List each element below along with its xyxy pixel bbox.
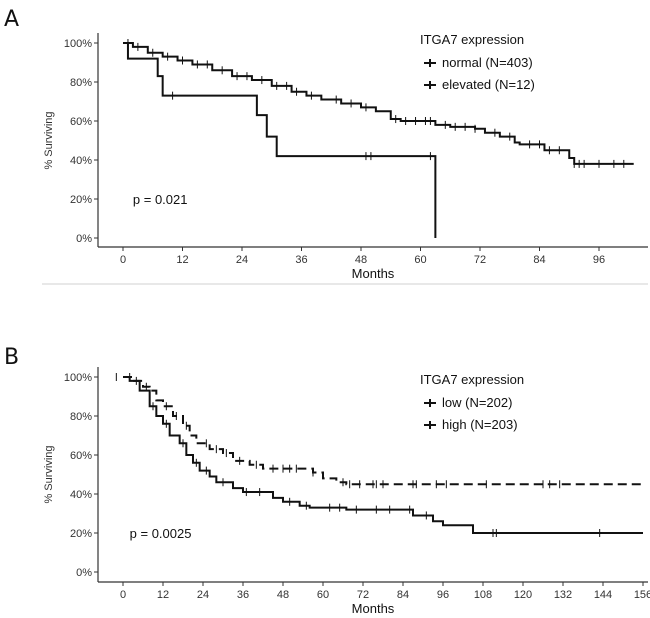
- legend-marker-1: [424, 81, 436, 89]
- x-tick-label: 96: [593, 254, 605, 266]
- legend-title: ITGA7 expression: [420, 372, 524, 387]
- p-value-annotation: p = 0.0025: [130, 526, 192, 541]
- p-value-annotation: p = 0.021: [133, 192, 188, 207]
- x-axis-title: Months: [352, 266, 395, 281]
- panel-label-b: B: [4, 345, 19, 370]
- survival-curve-1: [123, 42, 437, 238]
- x-tick-label: 156: [634, 589, 650, 601]
- y-tick-label: 0%: [76, 567, 92, 579]
- x-tick-label: 12: [157, 589, 169, 601]
- y-tick-label: 60%: [70, 116, 92, 128]
- y-tick-label: 100%: [64, 38, 92, 50]
- y-tick-label: 40%: [70, 489, 92, 501]
- x-tick-label: 36: [237, 589, 249, 601]
- legend-item-1: elevated (N=12): [442, 77, 535, 92]
- x-tick-label: 60: [317, 589, 329, 601]
- x-tick-label: 48: [355, 254, 367, 266]
- x-tick-label: 84: [397, 589, 409, 601]
- y-tick-label: 100%: [64, 372, 92, 384]
- y-tick-label: 20%: [70, 194, 92, 206]
- x-tick-label: 36: [295, 254, 307, 266]
- survival-curve-0: [123, 376, 643, 486]
- x-tick-label: 72: [357, 589, 369, 601]
- legend-marker-0: [424, 399, 436, 407]
- legend-item-0: low (N=202): [442, 395, 512, 410]
- x-tick-label: 0: [120, 254, 126, 266]
- y-axis-title: % Surviving: [43, 445, 55, 503]
- panel-b-chart: 0% 20% 40% 60% 80% 100% 0 12 24 36 48 60 72 84 96 108 12…: [43, 367, 650, 616]
- legend-item-0: normal (N=403): [442, 55, 533, 70]
- legend-marker-0: [424, 59, 436, 67]
- legend-item-1: high (N=203): [442, 417, 518, 432]
- x-tick-label: 144: [594, 589, 612, 601]
- panel-label-a: A: [4, 7, 19, 32]
- legend-title: ITGA7 expression: [420, 32, 524, 47]
- x-tick-label: 84: [533, 254, 545, 266]
- y-tick-label: 80%: [70, 411, 92, 423]
- y-tick-label: 40%: [70, 155, 92, 167]
- x-tick-label: 108: [474, 589, 492, 601]
- y-axis-title: % Surviving: [43, 111, 55, 169]
- x-tick-label: 0: [120, 589, 126, 601]
- y-tick-label: 60%: [70, 450, 92, 462]
- x-tick-label: 60: [414, 254, 426, 266]
- x-tick-label: 12: [176, 254, 188, 266]
- survival-curve-1: [123, 376, 643, 534]
- y-tick-label: 0%: [76, 233, 92, 245]
- panel-a-chart: 0% 20% 40% 60% 80% 100% 0 12 24 36 48 60 72 84 96 Month…: [43, 32, 648, 281]
- x-tick-label: 72: [474, 254, 486, 266]
- legend-marker-1: [424, 421, 436, 429]
- x-tick-label: 48: [277, 589, 289, 601]
- x-tick-label: 24: [236, 254, 248, 266]
- y-tick-label: 80%: [70, 77, 92, 89]
- x-axis-title: Months: [352, 601, 395, 616]
- x-tick-label: 24: [197, 589, 209, 601]
- y-tick-label: 20%: [70, 528, 92, 540]
- x-tick-label: 96: [437, 589, 449, 601]
- survival-curve-0: [123, 42, 634, 165]
- x-tick-label: 120: [514, 589, 532, 601]
- x-tick-label: 132: [554, 589, 572, 601]
